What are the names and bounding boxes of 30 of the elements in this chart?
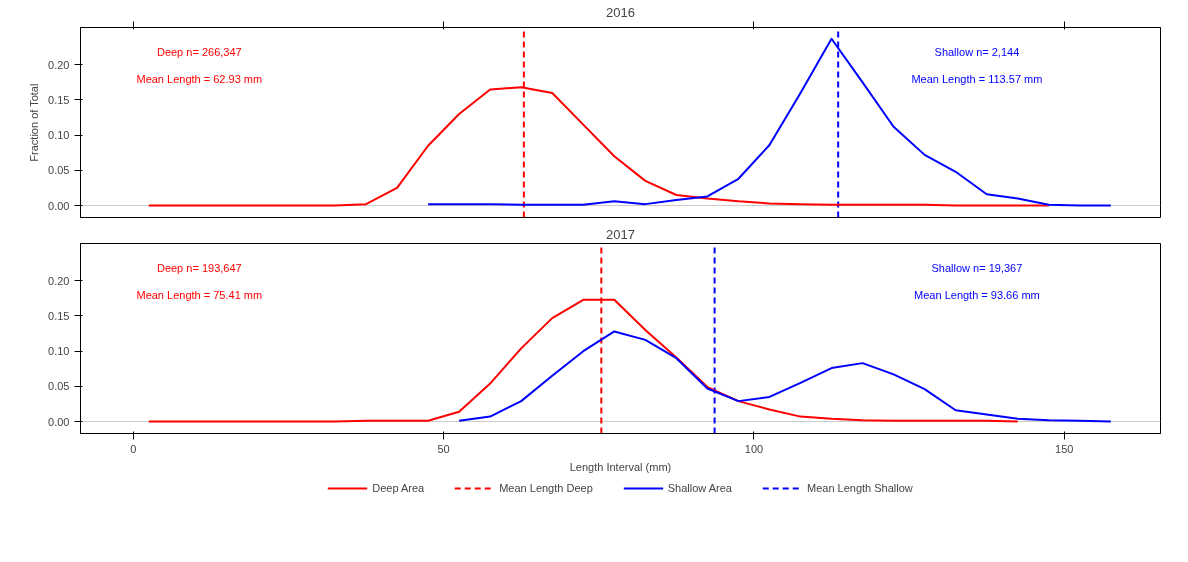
annotation: Deep n= 193,647 (156, 262, 242, 275)
x-tick-label: 50 (437, 442, 450, 455)
legend-label: Deep Area (372, 482, 425, 494)
annotation: Shallow n= 2,144 (934, 46, 1020, 59)
annotation: Mean Length = 75.41 mm (136, 288, 263, 301)
annotation: Deep n= 266,347 (156, 46, 242, 59)
x-tick-label: 100 (744, 442, 764, 455)
y-tick-label: 0.15 (48, 93, 70, 106)
legend-label: Mean Length Deep (499, 482, 593, 494)
x-tick-label: 150 (1055, 442, 1074, 455)
y-tick-label: 0.15 (48, 309, 70, 322)
legend-label: Shallow Area (667, 482, 732, 494)
x-axis-title: Length Interval (mm) (569, 460, 672, 473)
chart-title: 2017 (606, 226, 635, 242)
y-tick-label: 0.05 (48, 164, 70, 177)
y-tick-label: 0.05 (48, 380, 70, 393)
y-tick-label: 0.00 (48, 199, 70, 212)
annotation: Shallow n= 19,367 (931, 262, 1023, 275)
y-tick-label: 0.20 (48, 274, 70, 287)
chart-title: 2016 (606, 4, 635, 20)
annotation: Mean Length = 93.66 mm (914, 288, 1040, 301)
y-tick-label: 0.10 (48, 129, 70, 142)
annotation: Mean Length = 113.57 mm (911, 72, 1043, 85)
y-tick-label: 0.20 (48, 58, 70, 71)
y-axis-title: Fraction of Total (28, 83, 41, 162)
y-tick-label: 0.10 (48, 345, 70, 358)
annotation: Mean Length = 62.93 mm (136, 72, 263, 85)
x-tick-label: 0 (130, 442, 137, 455)
y-tick-label: 0.00 (48, 415, 70, 428)
legend-label: Mean Length Shallow (806, 482, 913, 494)
